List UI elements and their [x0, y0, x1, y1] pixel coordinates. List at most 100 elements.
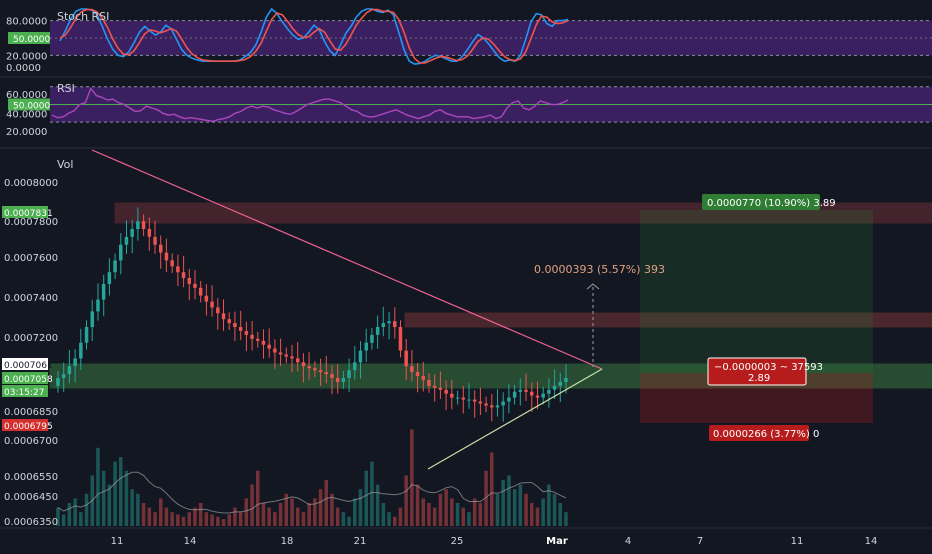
stoch-rsi-title: Stoch RSI	[57, 10, 109, 23]
candle-body	[541, 393, 545, 398]
volume-bar	[353, 498, 357, 526]
projection-target-label: 0.0000393 (5.57%) 393	[534, 263, 665, 276]
volume-bar	[518, 484, 523, 526]
candle-body	[164, 252, 169, 261]
volume-bar	[221, 519, 226, 526]
candle-body	[238, 327, 243, 331]
volume-bar	[444, 489, 448, 526]
volume-bar	[124, 470, 129, 526]
volume-bar	[204, 512, 209, 526]
price-tag	[2, 372, 48, 384]
volume-bar	[141, 503, 146, 526]
candle-body	[427, 380, 431, 386]
candle-body	[278, 352, 283, 355]
candle-body	[307, 366, 311, 369]
candle-body	[318, 370, 323, 373]
time-axis[interactable]: 11 14 18 21 25 Mar 4 7 11 14	[111, 536, 878, 547]
candle-body	[290, 356, 294, 359]
volume-bar	[56, 507, 60, 526]
volume-bar	[490, 452, 494, 526]
ascending-trendline	[427, 368, 603, 470]
time-x-tick: 18	[281, 536, 294, 547]
candle-body	[284, 354, 288, 357]
candle-body	[552, 385, 557, 390]
volume-ma-line	[57, 471, 567, 514]
candle-body	[119, 244, 123, 261]
candle-body	[296, 358, 300, 363]
volume-bar	[290, 498, 294, 526]
volume-bar	[398, 507, 403, 526]
price-axis[interactable]: 0.0008000 0.0007800 0.0007600 0.0007400 0.00…	[2, 178, 58, 528]
volume-bar	[375, 484, 380, 526]
candle-body	[524, 389, 528, 392]
price-y-tick: 0.0007800	[4, 217, 58, 228]
volume-bar	[438, 493, 443, 526]
rsi-y-tick: 60.0000	[6, 90, 47, 101]
time-x-tick: 14	[865, 536, 878, 547]
price-tag-label: 0.0007061	[4, 361, 53, 371]
candle-body	[324, 372, 328, 375]
volume-bar	[67, 503, 72, 526]
candle-body	[347, 370, 351, 378]
volume-bar	[410, 429, 414, 526]
volume-bar	[296, 507, 300, 526]
long-target-label: 0.0000770 (10.90%) 3.89	[707, 198, 836, 209]
price-tag	[2, 385, 48, 397]
volume-bar	[181, 516, 186, 526]
resistance-zone-lower	[404, 312, 932, 328]
volume-bar	[404, 475, 408, 526]
stoch-y-tick: 80.0000	[6, 17, 47, 28]
candle-body	[176, 266, 180, 273]
volume-bar	[153, 512, 157, 526]
candle-body	[353, 362, 357, 371]
stoch-mid-tag	[8, 32, 50, 44]
volume-bar	[101, 470, 106, 526]
candle-body	[375, 327, 380, 335]
long-stop-box	[709, 425, 809, 441]
candle-body	[153, 236, 157, 245]
volume-bar	[216, 516, 220, 526]
candle-body	[244, 331, 249, 335]
candle-body	[341, 378, 346, 382]
candle-body	[387, 321, 391, 324]
volume-bar	[113, 461, 117, 526]
candle-body	[130, 229, 134, 237]
price-pane	[49, 149, 932, 526]
candle-body	[467, 399, 471, 401]
candle-body	[381, 323, 386, 327]
volume-bar	[84, 493, 89, 526]
time-x-tick: 21	[354, 536, 367, 547]
volume-bar	[501, 480, 505, 526]
volume-bar	[387, 512, 391, 526]
candle-body	[558, 381, 562, 386]
volume-bar	[461, 507, 465, 526]
price-y-tick: 0.0006450	[4, 492, 58, 503]
candle-body	[90, 311, 94, 328]
rsi-y-tick: 40.0000	[6, 109, 47, 120]
candle-body	[484, 403, 488, 406]
volume-bar	[512, 489, 517, 526]
volume-bar	[244, 498, 249, 526]
time-x-tick: 11	[111, 536, 124, 547]
candle-body	[198, 287, 203, 296]
volume-bar	[170, 512, 174, 526]
volume-bar	[119, 457, 123, 526]
price-y-tick: 0.0006550	[4, 472, 58, 483]
rsi-y-tick: 50.0000	[13, 101, 50, 111]
volume-bar	[273, 512, 277, 526]
volume-bar	[558, 503, 562, 526]
rsi-mid-tag	[8, 98, 50, 111]
candle-body	[564, 378, 568, 382]
candle-body	[136, 221, 140, 229]
candle-body	[507, 397, 511, 402]
volume-bar	[61, 514, 66, 526]
volume-bar	[307, 503, 311, 526]
volume-bar	[238, 512, 243, 526]
price-tag-label: 0.0006795	[4, 422, 53, 432]
candle-body	[393, 321, 397, 328]
time-x-tick: Mar	[546, 536, 568, 547]
volume-bar	[164, 507, 169, 526]
volume-bar	[318, 489, 323, 526]
candle-body	[227, 319, 231, 324]
